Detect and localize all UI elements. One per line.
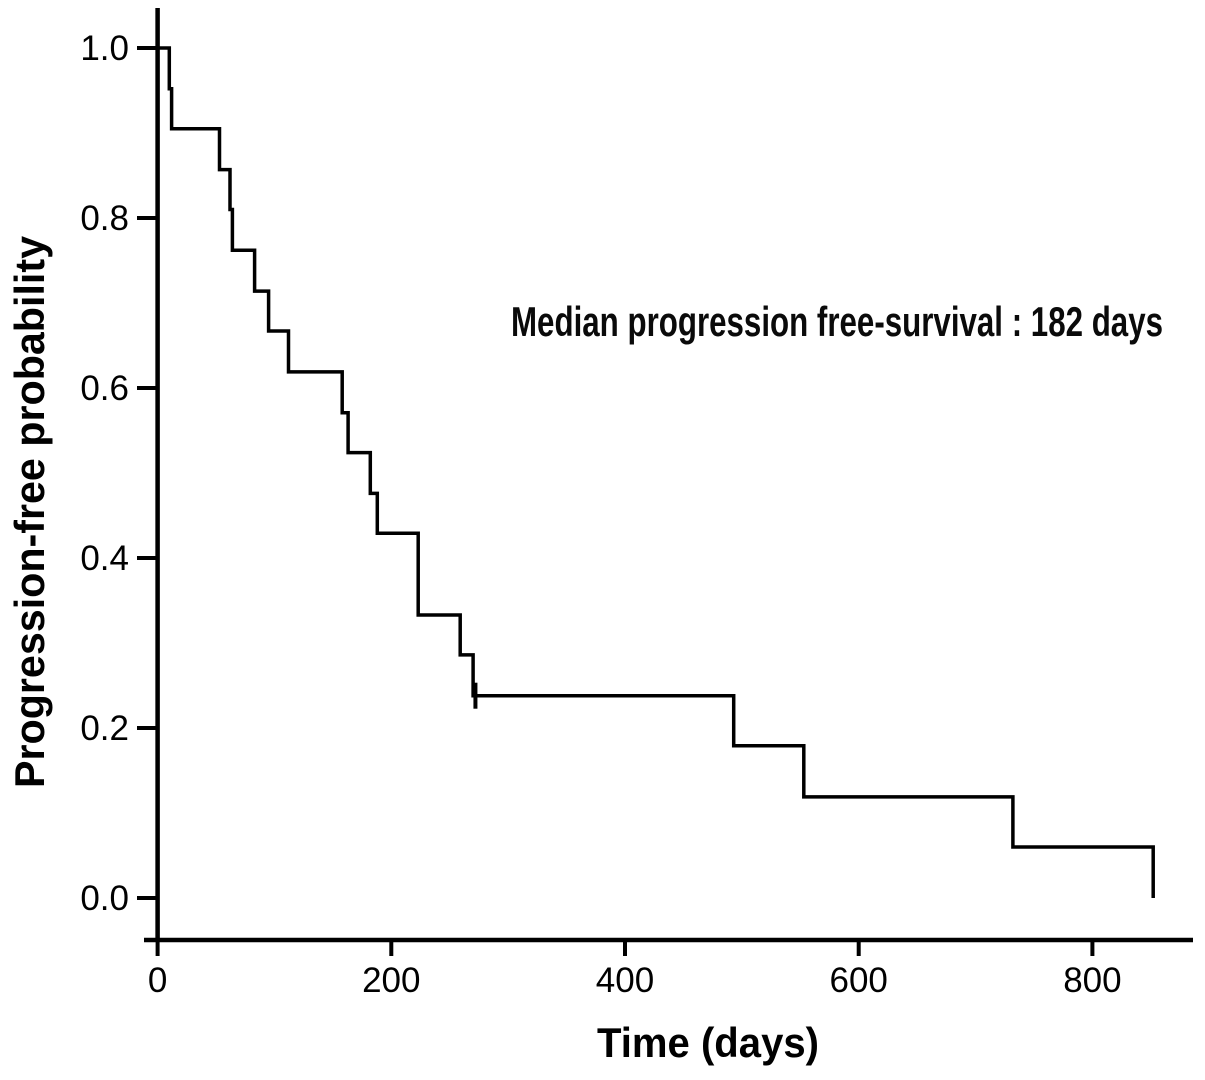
- y-tick-label: 0.2: [80, 709, 129, 748]
- x-tick-label: 200: [362, 961, 420, 1000]
- y-axis-title: Progression-free probability: [6, 235, 53, 788]
- y-tick-label: 0.8: [80, 199, 129, 238]
- y-tick-label: 0.4: [80, 539, 129, 578]
- x-tick-label: 400: [596, 961, 654, 1000]
- x-axis-title: Time (days): [597, 1019, 819, 1066]
- x-tick-label: 600: [829, 961, 887, 1000]
- y-tick-label: 1.0: [80, 29, 129, 68]
- x-tick-label: 800: [1063, 961, 1121, 1000]
- x-tick-label: 0: [148, 961, 167, 1000]
- km-step-curve: [157, 46, 1155, 898]
- y-tick-label: 0.6: [80, 369, 129, 408]
- median-annotation: Median progression free-survival : 182 d…: [511, 298, 1163, 345]
- survival-curve-layer: [157, 46, 1155, 898]
- y-tick-label: 0.0: [80, 879, 129, 918]
- axes-layer: 1.0 0.8 0.6 0.4 0.2 0.0 0 200 400 600 800: [80, 8, 1193, 1000]
